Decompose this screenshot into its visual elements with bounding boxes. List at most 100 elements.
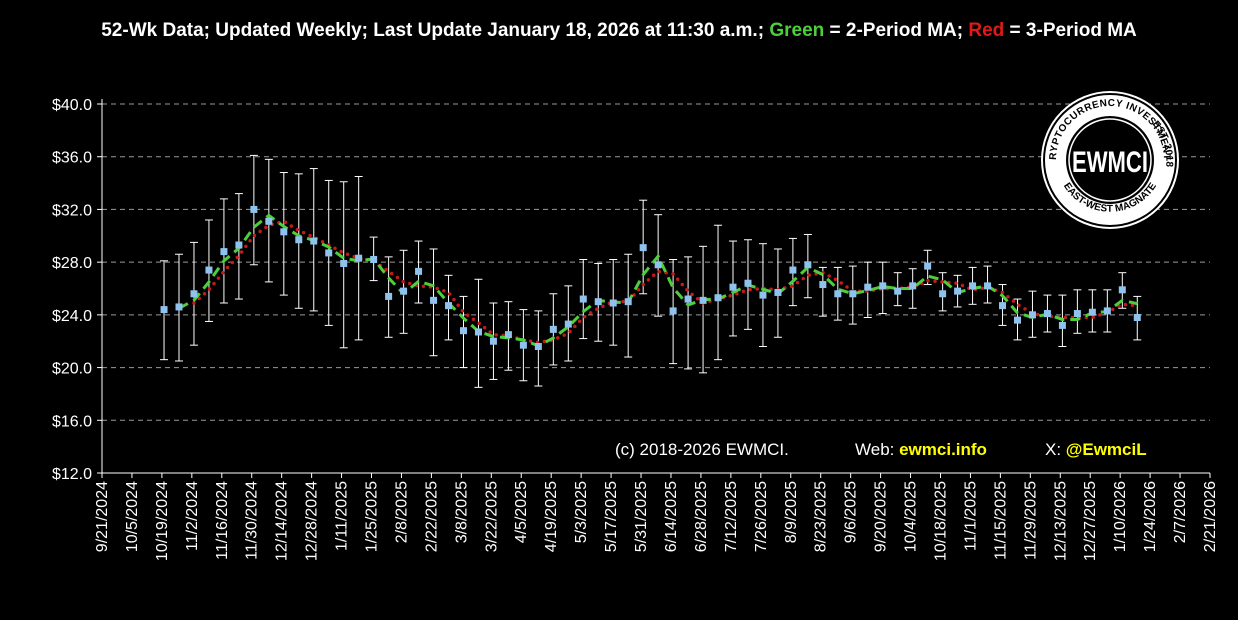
x-tick-label: 3/22/2025 xyxy=(483,481,500,552)
data-point xyxy=(1043,310,1051,318)
data-point xyxy=(834,290,842,298)
data-point xyxy=(654,261,662,269)
data-points xyxy=(160,205,1141,350)
y-tick-label: $12.0 xyxy=(52,466,92,483)
data-point xyxy=(265,217,273,225)
title-green-word: Green xyxy=(769,20,825,41)
x-tick-label: 6/14/2025 xyxy=(663,481,680,552)
x-tick-label: 11/2/2024 xyxy=(184,481,201,551)
error-bars xyxy=(160,154,1142,388)
data-point xyxy=(1133,313,1141,321)
data-point xyxy=(1118,286,1126,294)
footer-copyright: (c) 2018-2026 EWMCI. xyxy=(615,440,789,459)
ewmci-seal-logo: CRYPTOCURRENCY INVESTMENTS EST. 2018 EAS… xyxy=(1040,90,1179,229)
footer-x: X: @EwmciL xyxy=(1045,440,1147,460)
x-tick-label: 10/4/2025 xyxy=(903,481,920,552)
x-tick-label: 12/28/2024 xyxy=(304,481,321,561)
data-point xyxy=(280,228,288,236)
y-tick-label: $32.0 xyxy=(52,202,92,219)
data-point xyxy=(669,307,677,315)
x-tick-label: 9/20/2025 xyxy=(873,481,890,552)
title-red-rest: = 3-Period MA xyxy=(1004,20,1137,41)
footer-x-label: X: xyxy=(1045,440,1066,459)
data-point xyxy=(864,283,872,291)
data-point xyxy=(969,282,977,290)
x-tick-label: 1/24/2026 xyxy=(1142,481,1159,552)
data-point xyxy=(519,341,527,349)
ma2-series xyxy=(178,213,1138,348)
x-tick-label: 6/28/2025 xyxy=(693,481,710,552)
ma3-series xyxy=(192,219,1140,345)
x-tick-label: 11/29/2025 xyxy=(1022,481,1039,560)
data-point xyxy=(325,249,333,257)
y-tick-label: $24.0 xyxy=(52,308,92,325)
seal-center-text: EWMCI xyxy=(1072,146,1148,179)
y-tick-label: $40.0 xyxy=(52,97,92,114)
footer-web-link[interactable]: ewmci.info xyxy=(899,440,987,459)
data-point xyxy=(789,266,797,274)
data-point xyxy=(1013,316,1021,324)
x-tick-label: 10/19/2024 xyxy=(154,481,171,561)
footer-web: Web: ewmci.info xyxy=(855,440,987,460)
footer-web-label: Web: xyxy=(855,440,900,459)
data-point xyxy=(190,290,198,298)
data-point xyxy=(639,244,647,252)
footer-x-handle[interactable]: @EwmciL xyxy=(1065,440,1147,459)
data-point xyxy=(954,287,962,295)
x-tick-labels: 9/21/2024 10/5/2024 10/19/2024 11/2/2024 11/… xyxy=(94,481,1219,561)
data-point xyxy=(699,296,707,304)
title-green-rest: = 2-Period MA; xyxy=(824,20,969,41)
data-point xyxy=(534,342,542,350)
x-tick-label: 11/15/2025 xyxy=(992,481,1009,560)
x-tick-label: 5/31/2025 xyxy=(633,481,650,552)
data-point xyxy=(594,298,602,306)
data-point xyxy=(310,237,318,245)
data-point xyxy=(894,287,902,295)
x-tick-label: 2/21/2026 xyxy=(1202,481,1219,552)
ma2-line xyxy=(178,213,1138,348)
x-tick-label: 8/9/2025 xyxy=(783,481,800,543)
data-point xyxy=(459,327,467,335)
data-point xyxy=(340,259,348,267)
x-tick-label: 2/22/2025 xyxy=(423,481,440,552)
data-point xyxy=(849,290,857,298)
x-tick-label: 5/3/2025 xyxy=(573,481,590,543)
data-point xyxy=(744,279,752,287)
x-tick-label: 12/27/2025 xyxy=(1082,481,1099,561)
data-point xyxy=(804,261,812,269)
data-point xyxy=(684,295,692,303)
data-point xyxy=(909,282,917,290)
x-tick-label: 11/16/2024 xyxy=(214,481,231,560)
x-tick-label: 8/23/2025 xyxy=(813,481,830,552)
ma3-line xyxy=(192,219,1140,345)
data-point xyxy=(250,205,258,213)
data-point xyxy=(415,267,423,275)
x-tick-label: 4/5/2025 xyxy=(513,481,530,543)
x-tick-label: 10/5/2024 xyxy=(124,481,141,552)
data-point xyxy=(549,325,557,333)
x-tick-label: 2/7/2026 xyxy=(1172,481,1189,543)
data-point xyxy=(175,303,183,311)
data-point xyxy=(504,331,512,339)
data-point xyxy=(430,296,438,304)
x-tick-label: 12/13/2025 xyxy=(1052,481,1069,561)
data-point xyxy=(1058,321,1066,329)
data-point xyxy=(714,294,722,302)
data-point xyxy=(984,282,992,290)
y-tick-labels: $12.0 $16.0 $20.0 $24.0 $28.0 $32.0 $36.0 $40.0 xyxy=(52,97,92,483)
data-point xyxy=(474,328,482,336)
data-point xyxy=(579,295,587,303)
data-point xyxy=(235,241,243,249)
data-point xyxy=(1088,308,1096,316)
x-tick-label: 10/18/2025 xyxy=(932,481,949,561)
data-point xyxy=(220,248,228,256)
data-point xyxy=(385,292,393,300)
y-tick-label: $16.0 xyxy=(52,413,92,430)
data-point xyxy=(999,302,1007,310)
x-tick-label: 11/1/2025 xyxy=(962,481,979,551)
data-point xyxy=(759,291,767,299)
data-point xyxy=(729,283,737,291)
x-tick-label: 11/30/2024 xyxy=(244,481,261,560)
x-tick-label: 3/8/2025 xyxy=(453,481,470,543)
data-point xyxy=(1073,310,1081,318)
